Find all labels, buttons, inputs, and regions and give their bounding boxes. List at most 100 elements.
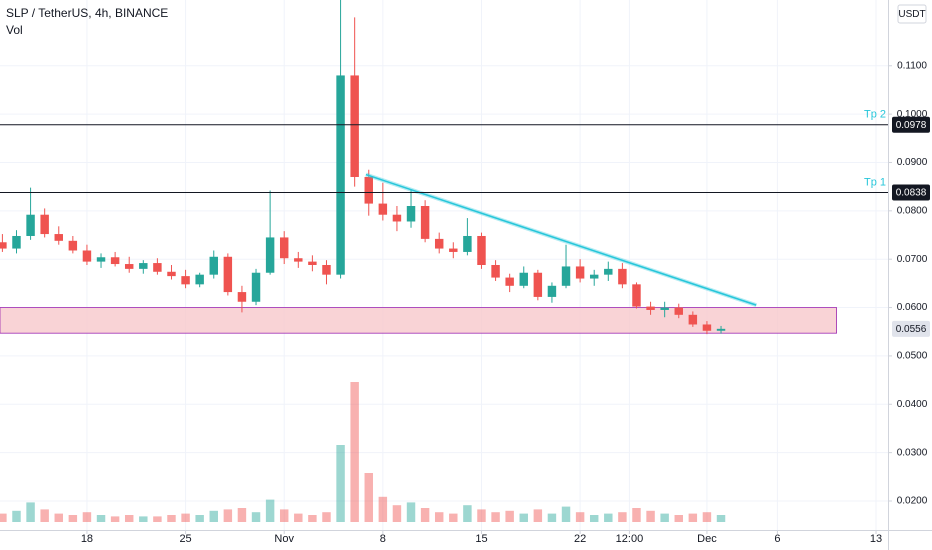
volume-bar: [491, 512, 500, 522]
candle-body: [40, 214, 49, 235]
volume-bar: [449, 513, 458, 522]
volume-bar: [181, 513, 190, 522]
candle-body: [82, 250, 92, 262]
candle-body: [139, 263, 148, 269]
volume-bar: [434, 512, 444, 522]
candle-body: [26, 214, 35, 236]
candle-body: [0, 242, 7, 249]
volume-bar: [575, 512, 585, 522]
volume-bar: [195, 515, 204, 522]
candle-body: [646, 306, 655, 310]
support-zone: [0, 307, 837, 334]
volume-bar: [237, 508, 247, 522]
target-name: Tp 2: [864, 109, 886, 121]
volume-bar: [392, 505, 402, 522]
overlay-layer: Tp 2 Tp 1: [0, 109, 888, 308]
volume-bar: [519, 513, 528, 522]
candle-body: [702, 324, 712, 331]
candle-body: [350, 75, 359, 177]
x-tick-label: 13: [870, 533, 882, 545]
y-tick-label: 0.0600: [897, 302, 928, 313]
x-tick-label: Nov: [274, 533, 294, 545]
volume-bar: [167, 515, 176, 522]
volume-bar: [294, 513, 303, 522]
candle-body: [279, 237, 289, 259]
currency-box[interactable]: [897, 4, 927, 24]
candle-body: [547, 285, 557, 297]
candle-body: [491, 265, 500, 278]
target-name: Tp 1: [864, 176, 886, 188]
candle-body: [533, 272, 543, 297]
volume-bar: [477, 509, 486, 522]
candle-body: [153, 263, 162, 272]
candle-body: [604, 268, 613, 275]
volume-bar: [209, 510, 218, 522]
candle-body: [364, 176, 373, 204]
volume-bar: [139, 516, 148, 522]
candle-body: [181, 276, 190, 285]
candle-body: [420, 206, 430, 239]
candle-body: [195, 274, 204, 285]
volume-bar: [561, 506, 571, 522]
volume-bar: [26, 502, 35, 522]
volume-bar: [618, 512, 627, 522]
candle-body: [322, 265, 331, 275]
chart-title: SLP / TetherUS, 4h, BINANCE: [6, 6, 168, 20]
y-tick-label: 0.1000: [897, 109, 928, 120]
volume-bar: [96, 515, 106, 522]
volume-layer: [0, 382, 726, 522]
volume-bar: [646, 510, 655, 522]
candle-body: [110, 257, 120, 265]
y-tick-label: 0.1100: [897, 60, 927, 71]
candle-body: [336, 75, 345, 275]
price-label: 0.0978: [896, 120, 927, 131]
x-tick-label: 8: [380, 533, 386, 545]
price-label: 0.0838: [896, 188, 927, 199]
price-label-bg: [892, 116, 930, 133]
volume-bar: [223, 509, 233, 522]
candle-body: [96, 257, 106, 262]
y-tick-label: 0.0400: [897, 399, 928, 410]
candle-body: [294, 258, 303, 262]
x-tick-label: 15: [475, 533, 487, 545]
x-tick-label: 12:00: [616, 533, 644, 545]
candle-body: [618, 268, 627, 285]
candle-body: [237, 292, 247, 302]
candle-body: [463, 235, 472, 252]
candle-body: [434, 238, 444, 249]
volume-bar: [12, 510, 21, 522]
candle-body: [716, 328, 726, 331]
candle-body: [688, 314, 698, 325]
y-tick-label: 0.0300: [897, 447, 928, 458]
volume-bar: [420, 508, 430, 522]
volume-bar: [378, 496, 388, 522]
y-tick-label: 0.0900: [897, 157, 928, 168]
candle-body: [124, 264, 134, 269]
candle-body: [54, 234, 63, 241]
last-price-bg: [892, 320, 930, 337]
volume-bar: [308, 515, 317, 522]
candle-body: [589, 274, 599, 279]
volume-bar: [547, 513, 557, 522]
volume-bar: [68, 515, 78, 522]
x-tick-label: Dec: [697, 533, 717, 545]
axis-layer: 0.0200 0.0300 0.0400 0.0500 0.0600 0.0700 0.08…: [81, 60, 930, 545]
candle-body: [308, 261, 317, 265]
y-tick-label: 0.0200: [897, 496, 928, 507]
candle-body: [406, 206, 416, 222]
candle-body: [519, 272, 528, 286]
x-tick-label: 25: [179, 533, 191, 545]
volume-bar: [716, 515, 726, 522]
candle-body: [505, 277, 514, 286]
candle-body: [223, 256, 233, 293]
candle-body: [209, 256, 218, 275]
candle-body: [167, 271, 176, 277]
candle-body: [251, 272, 261, 302]
price-label-bg: [892, 184, 930, 201]
volume-bar: [322, 512, 331, 522]
volume-bar: [505, 510, 514, 522]
volume-bar: [688, 513, 698, 522]
volume-bar: [702, 512, 712, 522]
volume-bar: [364, 473, 373, 522]
